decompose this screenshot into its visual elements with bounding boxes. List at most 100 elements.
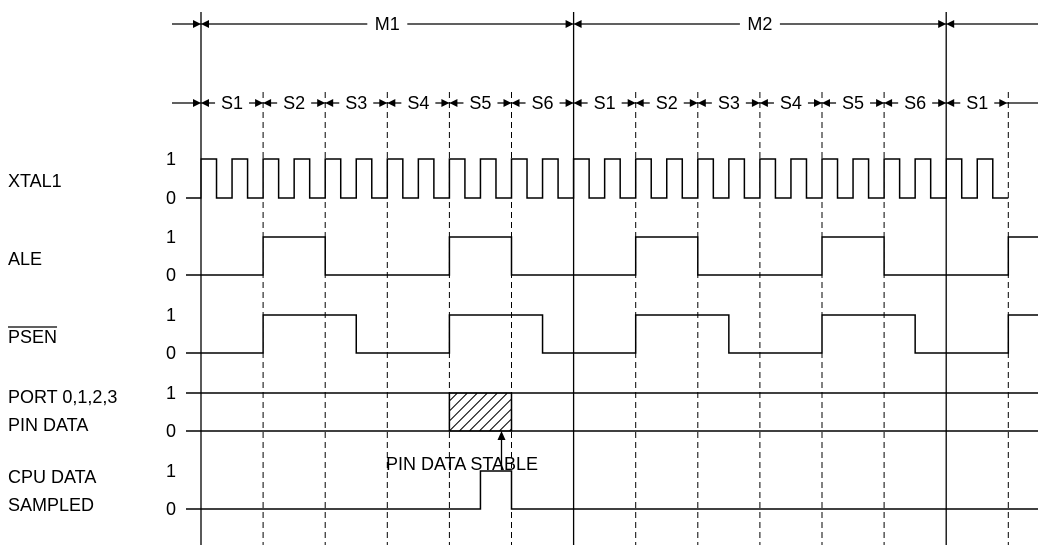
hatch-stroke <box>469 393 508 431</box>
label-bg <box>463 91 498 115</box>
label-bg <box>401 91 436 115</box>
arrowhead <box>573 99 582 107</box>
signal-port-pin-data: PORT 0,1,2,3 PIN DATA 1 0 <box>8 383 1038 441</box>
arrowhead <box>255 99 264 107</box>
arrowhead <box>573 20 582 28</box>
level-low-label: 0 <box>166 343 176 363</box>
level-high-label: 1 <box>166 227 176 247</box>
arrowhead <box>511 99 520 107</box>
level-high-label: 1 <box>166 305 176 325</box>
hatch-stroke <box>559 393 597 431</box>
data-valid-hatch <box>389 393 597 431</box>
arrowhead <box>938 20 947 28</box>
arrowhead <box>325 99 334 107</box>
state-label: S1 <box>594 93 616 113</box>
arrowhead <box>946 20 955 28</box>
level-low-label: 0 <box>166 188 176 208</box>
state-label: S4 <box>780 93 802 113</box>
signal-psen: PSEN 1 0 <box>8 305 1038 363</box>
label-bg <box>367 12 408 36</box>
hatch-stroke <box>449 393 488 431</box>
hatch-stroke <box>399 393 437 431</box>
arrowhead <box>627 99 636 107</box>
state-label: S3 <box>345 93 367 113</box>
hatch-stroke <box>409 393 447 431</box>
machine-cycle-label: M2 <box>747 14 772 34</box>
signal-rows: XTAL1 1 0 ALE 1 0 PSEN 1 0 PORT 0,1,2,3 PIN DATA 1 0… <box>8 149 1038 519</box>
label-bg <box>587 91 622 115</box>
arrowhead <box>387 99 396 107</box>
label-bg <box>649 91 684 115</box>
annotation-arrowhead <box>497 431 506 440</box>
label-bg <box>277 91 312 115</box>
signal-xtal1: XTAL1 1 0 <box>8 149 1009 208</box>
signal-ale: ALE 1 0 <box>8 227 1038 285</box>
arrowhead <box>689 99 698 107</box>
state-label: S6 <box>532 93 554 113</box>
arrowhead <box>193 20 201 28</box>
label-bg <box>836 91 871 115</box>
level-low-label: 0 <box>166 499 176 519</box>
signal-cpu-data-sampled: CPU DATA SAMPLED 1 0 <box>8 461 1038 519</box>
arrowhead <box>503 99 512 107</box>
pin-data-stable-annotation: PIN DATA STABLE <box>386 431 538 474</box>
machine-cycle-label: M1 <box>375 14 400 34</box>
state-label: S4 <box>407 93 429 113</box>
arrowhead <box>946 99 955 107</box>
arrowhead <box>884 99 893 107</box>
label-bg <box>773 91 808 115</box>
state-label: S1 <box>966 93 988 113</box>
arrowhead <box>565 20 574 28</box>
psen-waveform <box>186 314 1038 354</box>
hatch-stroke <box>499 418 512 431</box>
arrowhead <box>379 99 388 107</box>
cpu-data-sampled-waveform <box>186 470 1038 510</box>
level-high-label: 1 <box>166 149 176 169</box>
state-label: S2 <box>656 93 678 113</box>
arrowhead <box>565 99 574 107</box>
level-low-label: 0 <box>166 421 176 441</box>
state-label: S1 <box>221 93 243 113</box>
hatch-stroke <box>519 393 557 431</box>
hatch-stroke <box>489 408 512 431</box>
state-label: S2 <box>283 93 305 113</box>
state-label: S5 <box>469 93 491 113</box>
state-label: S6 <box>904 93 926 113</box>
arrowhead <box>999 99 1008 107</box>
signal-label: PIN DATA <box>8 415 88 435</box>
arrowhead <box>201 20 209 28</box>
hatch-stroke <box>459 393 498 431</box>
hatch-stroke <box>549 393 587 431</box>
hatch-stroke <box>449 393 468 412</box>
arrowhead <box>263 99 272 107</box>
ale-waveform <box>186 236 1038 276</box>
arrowhead <box>759 99 768 107</box>
signal-label: ALE <box>8 249 42 269</box>
label-bg <box>739 12 780 36</box>
level-low-label: 0 <box>166 265 176 285</box>
hatch-stroke <box>449 393 458 402</box>
arrowhead <box>317 99 326 107</box>
state-label: S5 <box>842 93 864 113</box>
hatch-stroke <box>449 393 478 422</box>
label-bg <box>711 91 746 115</box>
machine-cycle-row: M1 M2 <box>172 12 1038 36</box>
arrowhead <box>441 99 450 107</box>
arrowhead <box>814 99 822 107</box>
arrowhead <box>697 99 706 107</box>
arrowhead <box>193 99 201 107</box>
label-bg <box>898 91 933 115</box>
arrowhead <box>876 99 885 107</box>
signal-label: CPU DATA <box>8 467 96 487</box>
data-valid-window <box>448 392 513 432</box>
label-bg <box>215 91 250 115</box>
label-bg <box>339 91 374 115</box>
arrowhead <box>635 99 644 107</box>
signal-label: SAMPLED <box>8 495 94 515</box>
state-label: S3 <box>718 93 740 113</box>
hatch-stroke <box>389 393 427 431</box>
label-bg <box>960 91 995 115</box>
arrowhead <box>751 99 760 107</box>
state-row: S1 S2 S3 S4 S5 S6 S1 S2 S3 S4 S5 S6 S1 <box>172 91 1038 115</box>
